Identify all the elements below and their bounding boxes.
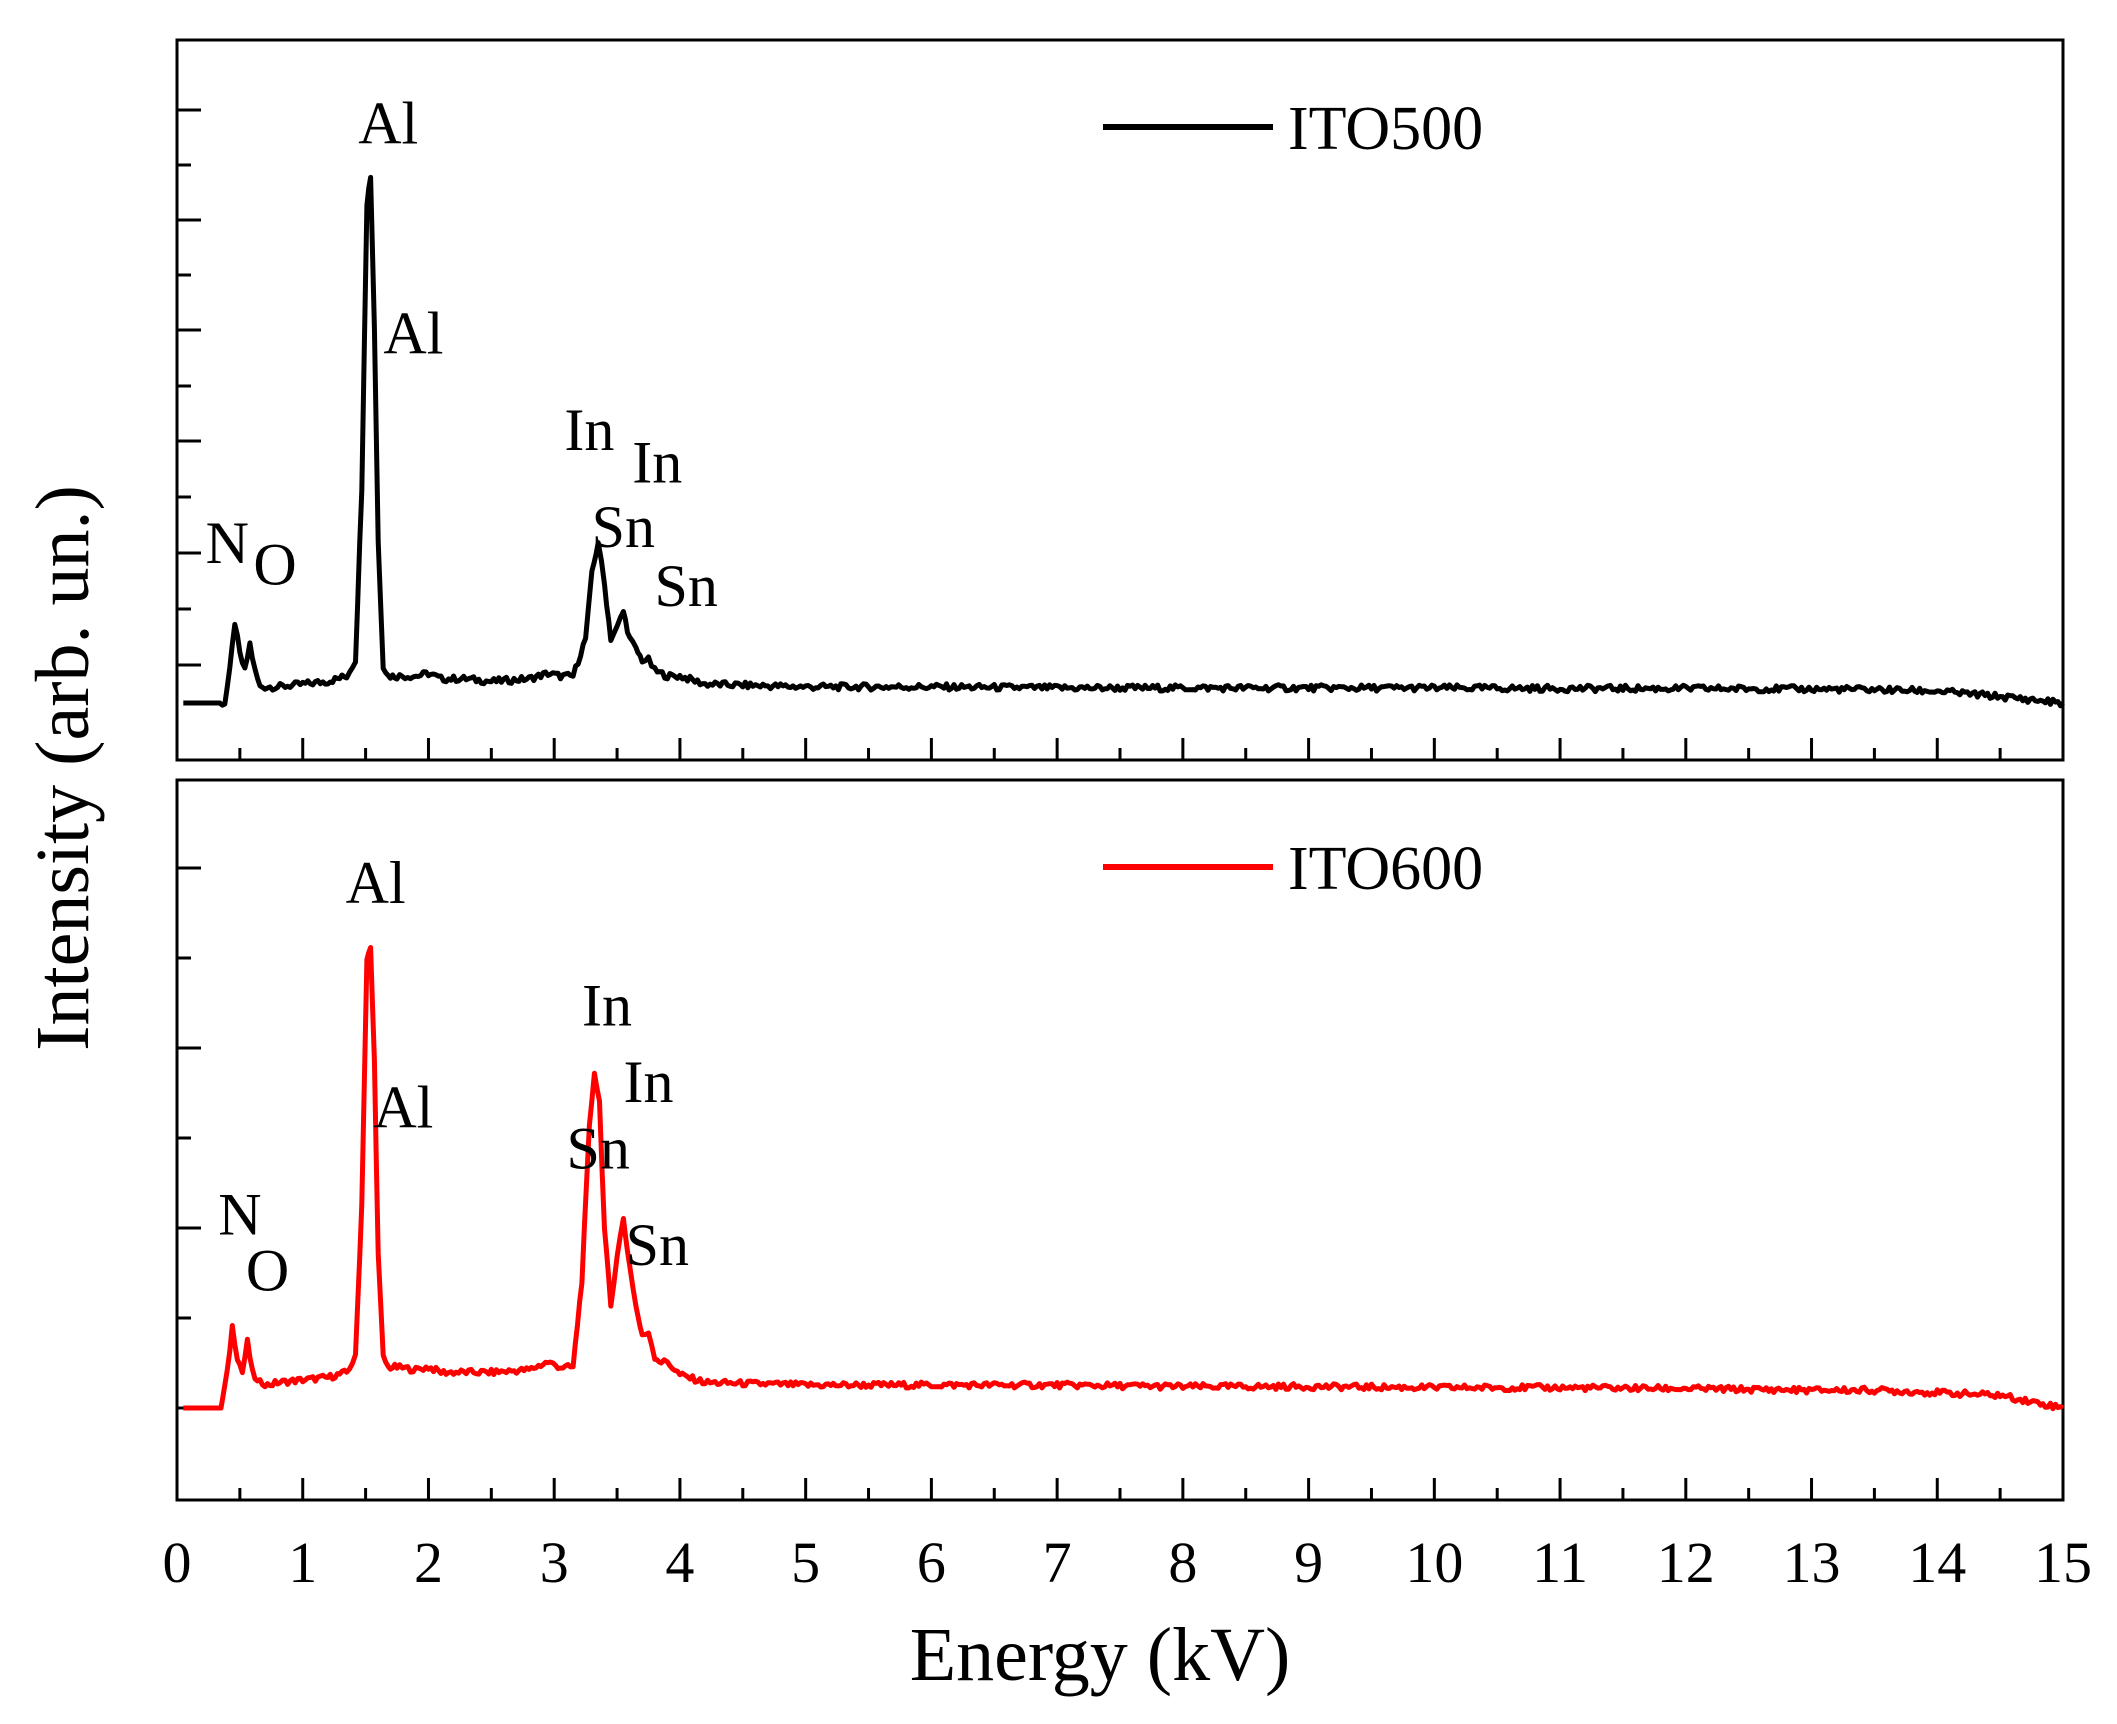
x-axis-ticks: 0 1 2 3 4 5 6 7 8 9 10 11 12 13 14 15 xyxy=(163,1530,2093,1595)
x-tick-label: 0 xyxy=(163,1530,192,1595)
x-tick-label: 2 xyxy=(414,1530,443,1595)
legend-label: ITO600 xyxy=(1288,835,1483,903)
x-tick-label: 5 xyxy=(791,1530,820,1595)
peak-label: Sn xyxy=(626,1212,689,1278)
x-tick-label: 7 xyxy=(1043,1530,1072,1595)
x-tick-label: 4 xyxy=(665,1530,694,1595)
peak-label: Sn xyxy=(567,1115,630,1181)
x-tick-label: 15 xyxy=(2034,1530,2092,1595)
peak-label: Al xyxy=(383,300,443,366)
x-tick-label: 10 xyxy=(1405,1530,1463,1595)
peak-label: In xyxy=(624,1049,674,1115)
x-tick-label: 6 xyxy=(917,1530,946,1595)
plot-frame xyxy=(175,38,2065,762)
peak-label: Sn xyxy=(592,494,655,560)
x-tick-label: 9 xyxy=(1294,1530,1323,1595)
x-tick-label: 3 xyxy=(540,1530,569,1595)
y-axis-title: Intensity (arb. un.) xyxy=(21,485,105,1051)
series-line-ito500 xyxy=(183,174,2065,709)
peak-label: Al xyxy=(358,90,418,156)
peak-label: O xyxy=(253,532,296,598)
x-tick-label: 14 xyxy=(1908,1530,1966,1595)
peak-label: Sn xyxy=(655,553,718,619)
x-tick-label: 1 xyxy=(288,1530,317,1595)
x-tick-label: 8 xyxy=(1168,1530,1197,1595)
x-axis-title: Energy (kV) xyxy=(910,1613,1291,1697)
peak-label: O xyxy=(246,1238,289,1304)
peak-label: Al xyxy=(346,850,406,916)
peak-label: Al xyxy=(373,1075,433,1141)
peak-label: N xyxy=(206,510,249,576)
series-line-ito600 xyxy=(183,945,2065,1412)
x-tick-label: 13 xyxy=(1783,1530,1841,1595)
x-tick-label: 11 xyxy=(1532,1530,1588,1595)
peak-label: N xyxy=(218,1182,261,1248)
peak-label: In xyxy=(582,973,632,1039)
peak-label: In xyxy=(632,429,682,495)
peak-label: In xyxy=(564,397,614,463)
legend-label: ITO500 xyxy=(1288,95,1483,163)
x-tick-label: 12 xyxy=(1657,1530,1715,1595)
